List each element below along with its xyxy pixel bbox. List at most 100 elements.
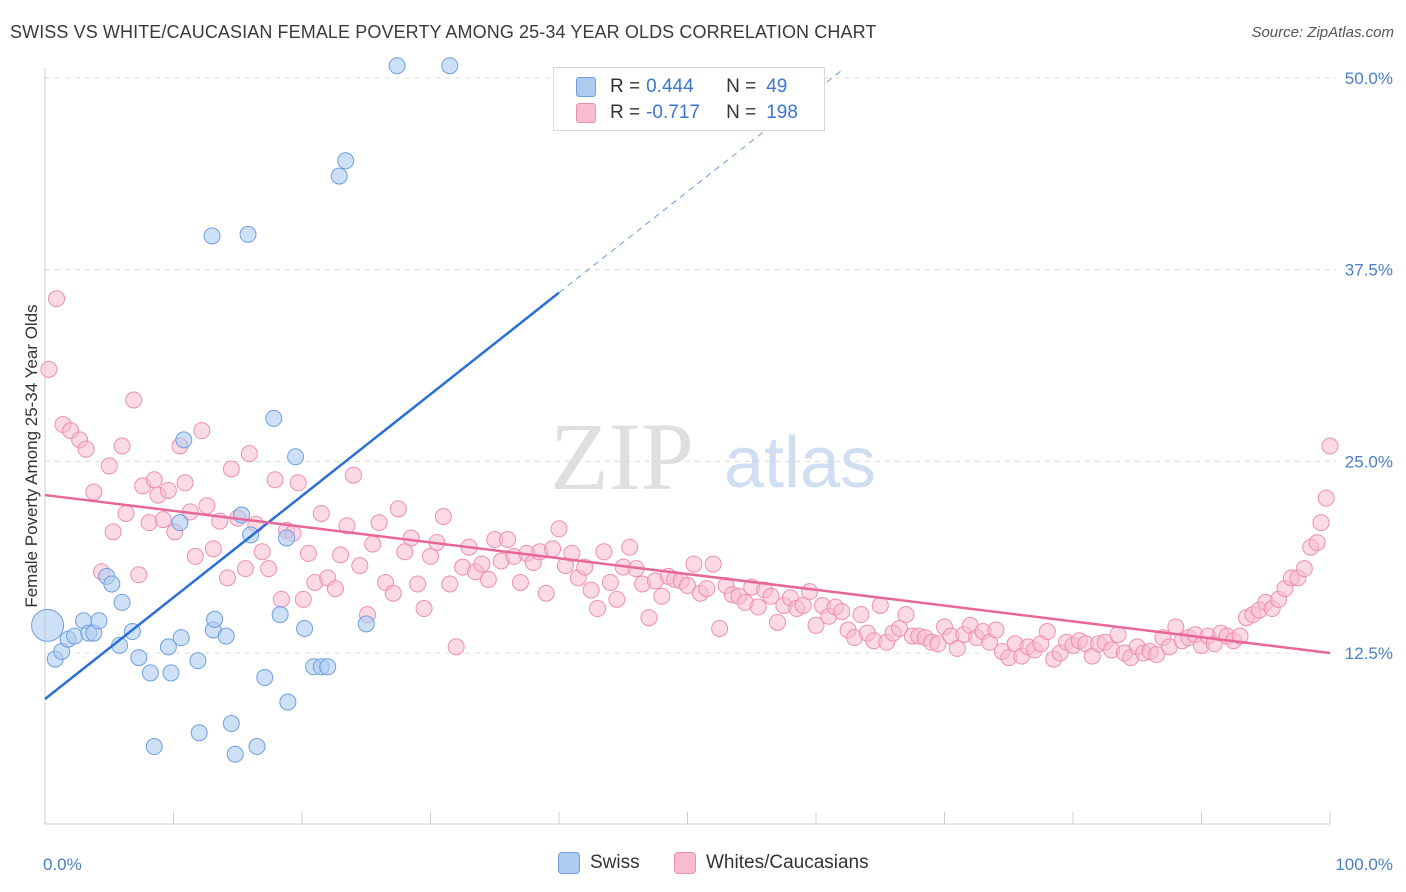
white-point xyxy=(434,508,452,526)
swiss-point xyxy=(172,629,190,647)
swiss-point xyxy=(175,431,193,449)
swiss-point xyxy=(248,738,266,756)
white-point xyxy=(640,609,658,627)
white-point xyxy=(1038,623,1056,641)
white-point xyxy=(289,474,307,492)
white-point xyxy=(299,544,317,562)
swiss-point xyxy=(103,575,121,593)
watermark-atlas: atlas xyxy=(724,423,876,503)
white-point xyxy=(621,538,639,556)
white-point xyxy=(794,596,812,614)
white-point xyxy=(1295,560,1313,578)
white-point xyxy=(154,511,172,529)
white-point xyxy=(987,621,1005,639)
legend-row-white: R = -0.717 N = 198 xyxy=(576,100,798,126)
white-point xyxy=(48,290,66,308)
white-point xyxy=(326,580,344,598)
white-point xyxy=(222,460,240,478)
trend-lines xyxy=(44,69,1331,700)
swiss-point xyxy=(296,619,314,637)
y-tick-label: 25.0% xyxy=(1345,452,1393,471)
legend: R = 0.444 N = 49 R = -0.717 N = 198 xyxy=(553,67,825,131)
white-point xyxy=(113,437,131,455)
white-point xyxy=(768,613,786,631)
white-point xyxy=(807,616,825,634)
white-point xyxy=(338,517,356,535)
swiss-point xyxy=(159,638,177,656)
swiss-point xyxy=(441,57,459,75)
swiss-point xyxy=(337,152,355,170)
white-point xyxy=(193,422,211,440)
white-point xyxy=(479,570,497,588)
white-trend-line xyxy=(44,493,1331,655)
swiss-point xyxy=(145,738,163,756)
white-point xyxy=(1321,437,1339,455)
white-point xyxy=(130,566,148,584)
x-tick-label: 100.0% xyxy=(1335,855,1393,874)
swiss-point xyxy=(357,615,375,633)
white-point xyxy=(698,580,716,598)
swiss-point xyxy=(190,724,208,742)
white-point xyxy=(801,583,819,601)
swiss-point xyxy=(171,514,189,532)
white-point xyxy=(511,573,529,591)
white-point xyxy=(218,569,236,587)
white-point xyxy=(891,619,909,637)
swiss-point xyxy=(31,608,65,642)
bottom-legend-swatch-swiss xyxy=(558,852,580,874)
white-point xyxy=(441,575,459,593)
watermark-zip: ZIP xyxy=(550,403,694,510)
y-tick-label: 37.5% xyxy=(1345,261,1393,280)
white-point xyxy=(582,581,600,599)
white-point xyxy=(364,535,382,553)
white-point xyxy=(550,520,568,538)
white-point xyxy=(77,440,95,458)
swiss-point xyxy=(222,715,240,733)
white-point xyxy=(447,638,465,656)
white-point xyxy=(370,514,388,532)
white-point xyxy=(272,590,290,608)
swiss-point xyxy=(141,664,159,682)
white-point xyxy=(204,540,222,558)
legend-r-value: 0.444 xyxy=(646,76,694,97)
white-point xyxy=(499,531,517,549)
white-point xyxy=(236,560,254,578)
white-point xyxy=(266,471,284,489)
swiss-point xyxy=(226,745,244,763)
white-point xyxy=(332,546,350,564)
white-point xyxy=(1148,646,1166,664)
swiss-point xyxy=(287,448,305,466)
swiss-point xyxy=(162,664,180,682)
white-point xyxy=(685,555,703,573)
swiss-point xyxy=(66,627,84,645)
swiss-point xyxy=(113,593,131,611)
white-point xyxy=(253,543,271,561)
white-point xyxy=(473,555,491,573)
white-point xyxy=(260,560,278,578)
swiss-point xyxy=(217,627,235,645)
white-point xyxy=(312,504,330,522)
legend-n-label: N = xyxy=(726,76,757,97)
white-point xyxy=(402,529,420,547)
bottom-legend-white: Whites/Caucasians xyxy=(674,852,869,874)
swiss-point xyxy=(206,610,224,628)
chart-title: SWISS VS WHITE/CAUCASIAN FEMALE POVERTY … xyxy=(10,22,877,42)
white-point xyxy=(537,584,555,602)
white-point xyxy=(409,575,427,593)
white-point xyxy=(1231,627,1249,645)
bottom-legend-swatch-white xyxy=(674,852,696,874)
legend-r-label: R = xyxy=(610,102,641,123)
y-tick-label: 12.5% xyxy=(1345,644,1393,663)
white-point xyxy=(415,600,433,618)
white-point xyxy=(608,590,626,608)
bottom-legend-label-swiss: Swiss xyxy=(590,852,640,873)
white-point xyxy=(601,573,619,591)
white-point xyxy=(117,504,135,522)
swiss-point xyxy=(256,669,274,687)
swiss-point xyxy=(130,649,148,667)
white-point xyxy=(897,606,915,624)
white-point xyxy=(929,635,947,653)
bottom-legend-label-white: Whites/Caucasians xyxy=(706,852,869,873)
white-point xyxy=(159,481,177,499)
white-point xyxy=(100,457,118,475)
